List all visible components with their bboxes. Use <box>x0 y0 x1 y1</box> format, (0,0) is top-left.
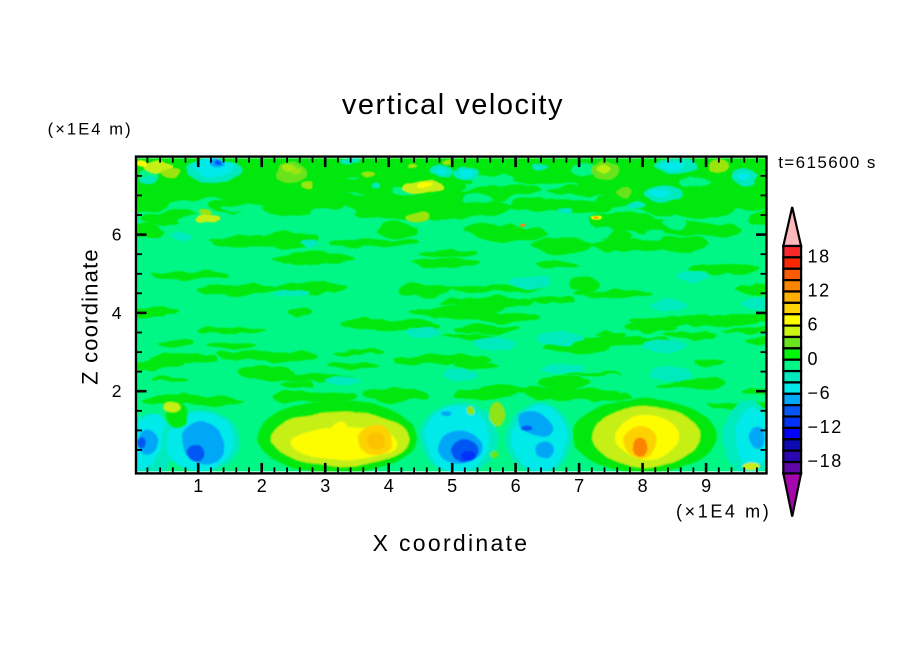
svg-text:1: 1 <box>193 476 203 496</box>
svg-text:12: 12 <box>808 281 831 301</box>
svg-text:vertical velocity: vertical velocity <box>342 89 564 121</box>
svg-text:5: 5 <box>447 476 457 496</box>
svg-text:Z coordinate: Z coordinate <box>78 248 103 385</box>
svg-text:−12: −12 <box>808 417 843 437</box>
svg-text:18: 18 <box>808 247 831 267</box>
svg-text:0: 0 <box>808 349 820 369</box>
svg-text:9: 9 <box>701 476 711 496</box>
svg-text:6: 6 <box>112 225 122 245</box>
svg-text:−6: −6 <box>808 383 832 403</box>
svg-text:6: 6 <box>511 476 521 496</box>
svg-text:7: 7 <box>574 476 584 496</box>
svg-text:X coordinate: X coordinate <box>373 530 530 556</box>
svg-text:4: 4 <box>112 303 122 323</box>
svg-text:(×1E4 m): (×1E4 m) <box>48 121 133 139</box>
svg-text:6: 6 <box>808 315 820 335</box>
svg-text:−18: −18 <box>808 451 843 471</box>
svg-text:2: 2 <box>112 381 122 401</box>
svg-text:4: 4 <box>384 476 394 496</box>
svg-text:8: 8 <box>638 476 648 496</box>
svg-text:t=615600 s: t=615600 s <box>778 153 877 172</box>
svg-text:3: 3 <box>320 476 330 496</box>
svg-text:(×1E4 m): (×1E4 m) <box>676 502 771 522</box>
svg-text:2: 2 <box>257 476 267 496</box>
